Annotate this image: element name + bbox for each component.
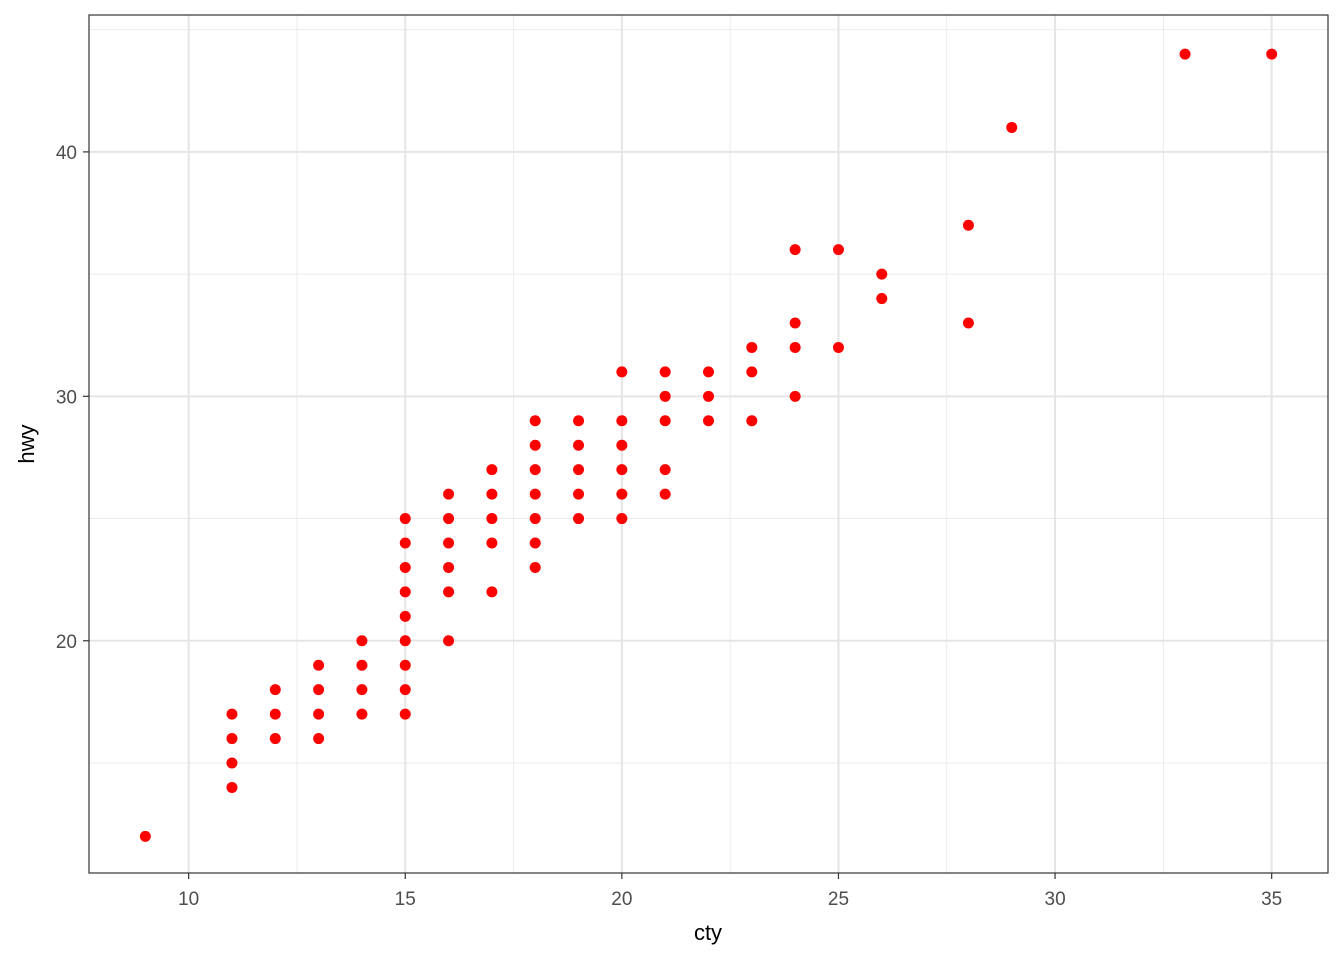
data-point [573,439,585,451]
data-point [962,219,974,231]
data-point [746,366,758,378]
data-point [659,415,671,427]
x-tick-label: 10 [178,889,199,910]
data-point [226,781,238,793]
data-point [529,537,541,549]
x-tick-label: 35 [1261,889,1282,910]
data-point [486,586,498,598]
data-point [789,341,801,353]
data-point [486,464,498,476]
data-point [616,464,628,476]
data-point [616,439,628,451]
data-point [529,513,541,525]
data-point [486,488,498,500]
data-point [703,415,714,427]
data-point [443,635,455,647]
data-point [703,366,714,378]
x-tick-label: 25 [828,889,849,910]
data-point [529,488,541,500]
y-axis-label: hwy [14,424,39,463]
data-point [399,635,411,647]
data-point [443,561,455,573]
data-point [356,659,368,671]
data-point [746,341,758,353]
data-point [876,268,888,280]
x-tick-label: 15 [395,889,416,910]
data-point [962,317,974,329]
data-point [832,341,844,353]
data-point [616,513,628,525]
data-point [313,708,325,720]
data-point [269,733,281,745]
data-point [269,684,281,696]
data-point [529,561,541,573]
data-point [226,733,238,745]
y-tick-label: 20 [56,632,77,653]
data-point [443,537,455,549]
data-point [356,635,368,647]
data-point [573,415,585,427]
data-point [139,830,151,842]
data-point [443,513,455,525]
data-point [1006,121,1018,133]
data-point [659,366,671,378]
x-tick-label: 20 [611,889,632,910]
data-point [356,708,368,720]
data-point [399,561,411,573]
data-point [573,488,585,500]
data-point [573,513,585,525]
data-point [226,757,238,769]
data-point [399,586,411,598]
data-point [356,684,368,696]
data-point [399,708,411,720]
data-point [616,488,628,500]
data-point [659,488,671,500]
points [139,48,1278,842]
data-point [313,659,325,671]
data-point [443,586,455,598]
data-point [399,684,411,696]
data-point [399,537,411,549]
x-tick-label: 30 [1045,889,1066,910]
y-tick-label: 40 [56,143,77,164]
data-point [486,537,498,549]
data-point [616,415,628,427]
data-point [832,244,844,256]
data-point [399,513,411,525]
data-point [616,366,628,378]
data-point [529,439,541,451]
axes: 10 15 20 25 30 35 20 30 40 [56,143,1282,910]
data-point [443,488,455,500]
data-point [313,733,325,745]
data-point [226,708,238,720]
data-point [1179,48,1191,60]
panel-border [88,14,1329,874]
data-point [269,708,281,720]
data-point [399,610,411,622]
y-tick-label: 30 [56,387,77,408]
data-point [876,293,888,305]
data-point [1266,48,1278,60]
data-point [789,390,801,402]
data-point [746,415,758,427]
data-point [659,390,671,402]
data-point [529,464,541,476]
data-point [399,659,411,671]
data-point [313,684,325,696]
panel-background [89,15,1328,873]
data-point [573,464,585,476]
x-axis-label: cty [694,920,722,945]
data-point [659,464,671,476]
data-point [789,317,801,329]
data-point [529,415,541,427]
data-point [703,390,714,402]
data-point [789,244,801,256]
data-point [486,513,498,525]
